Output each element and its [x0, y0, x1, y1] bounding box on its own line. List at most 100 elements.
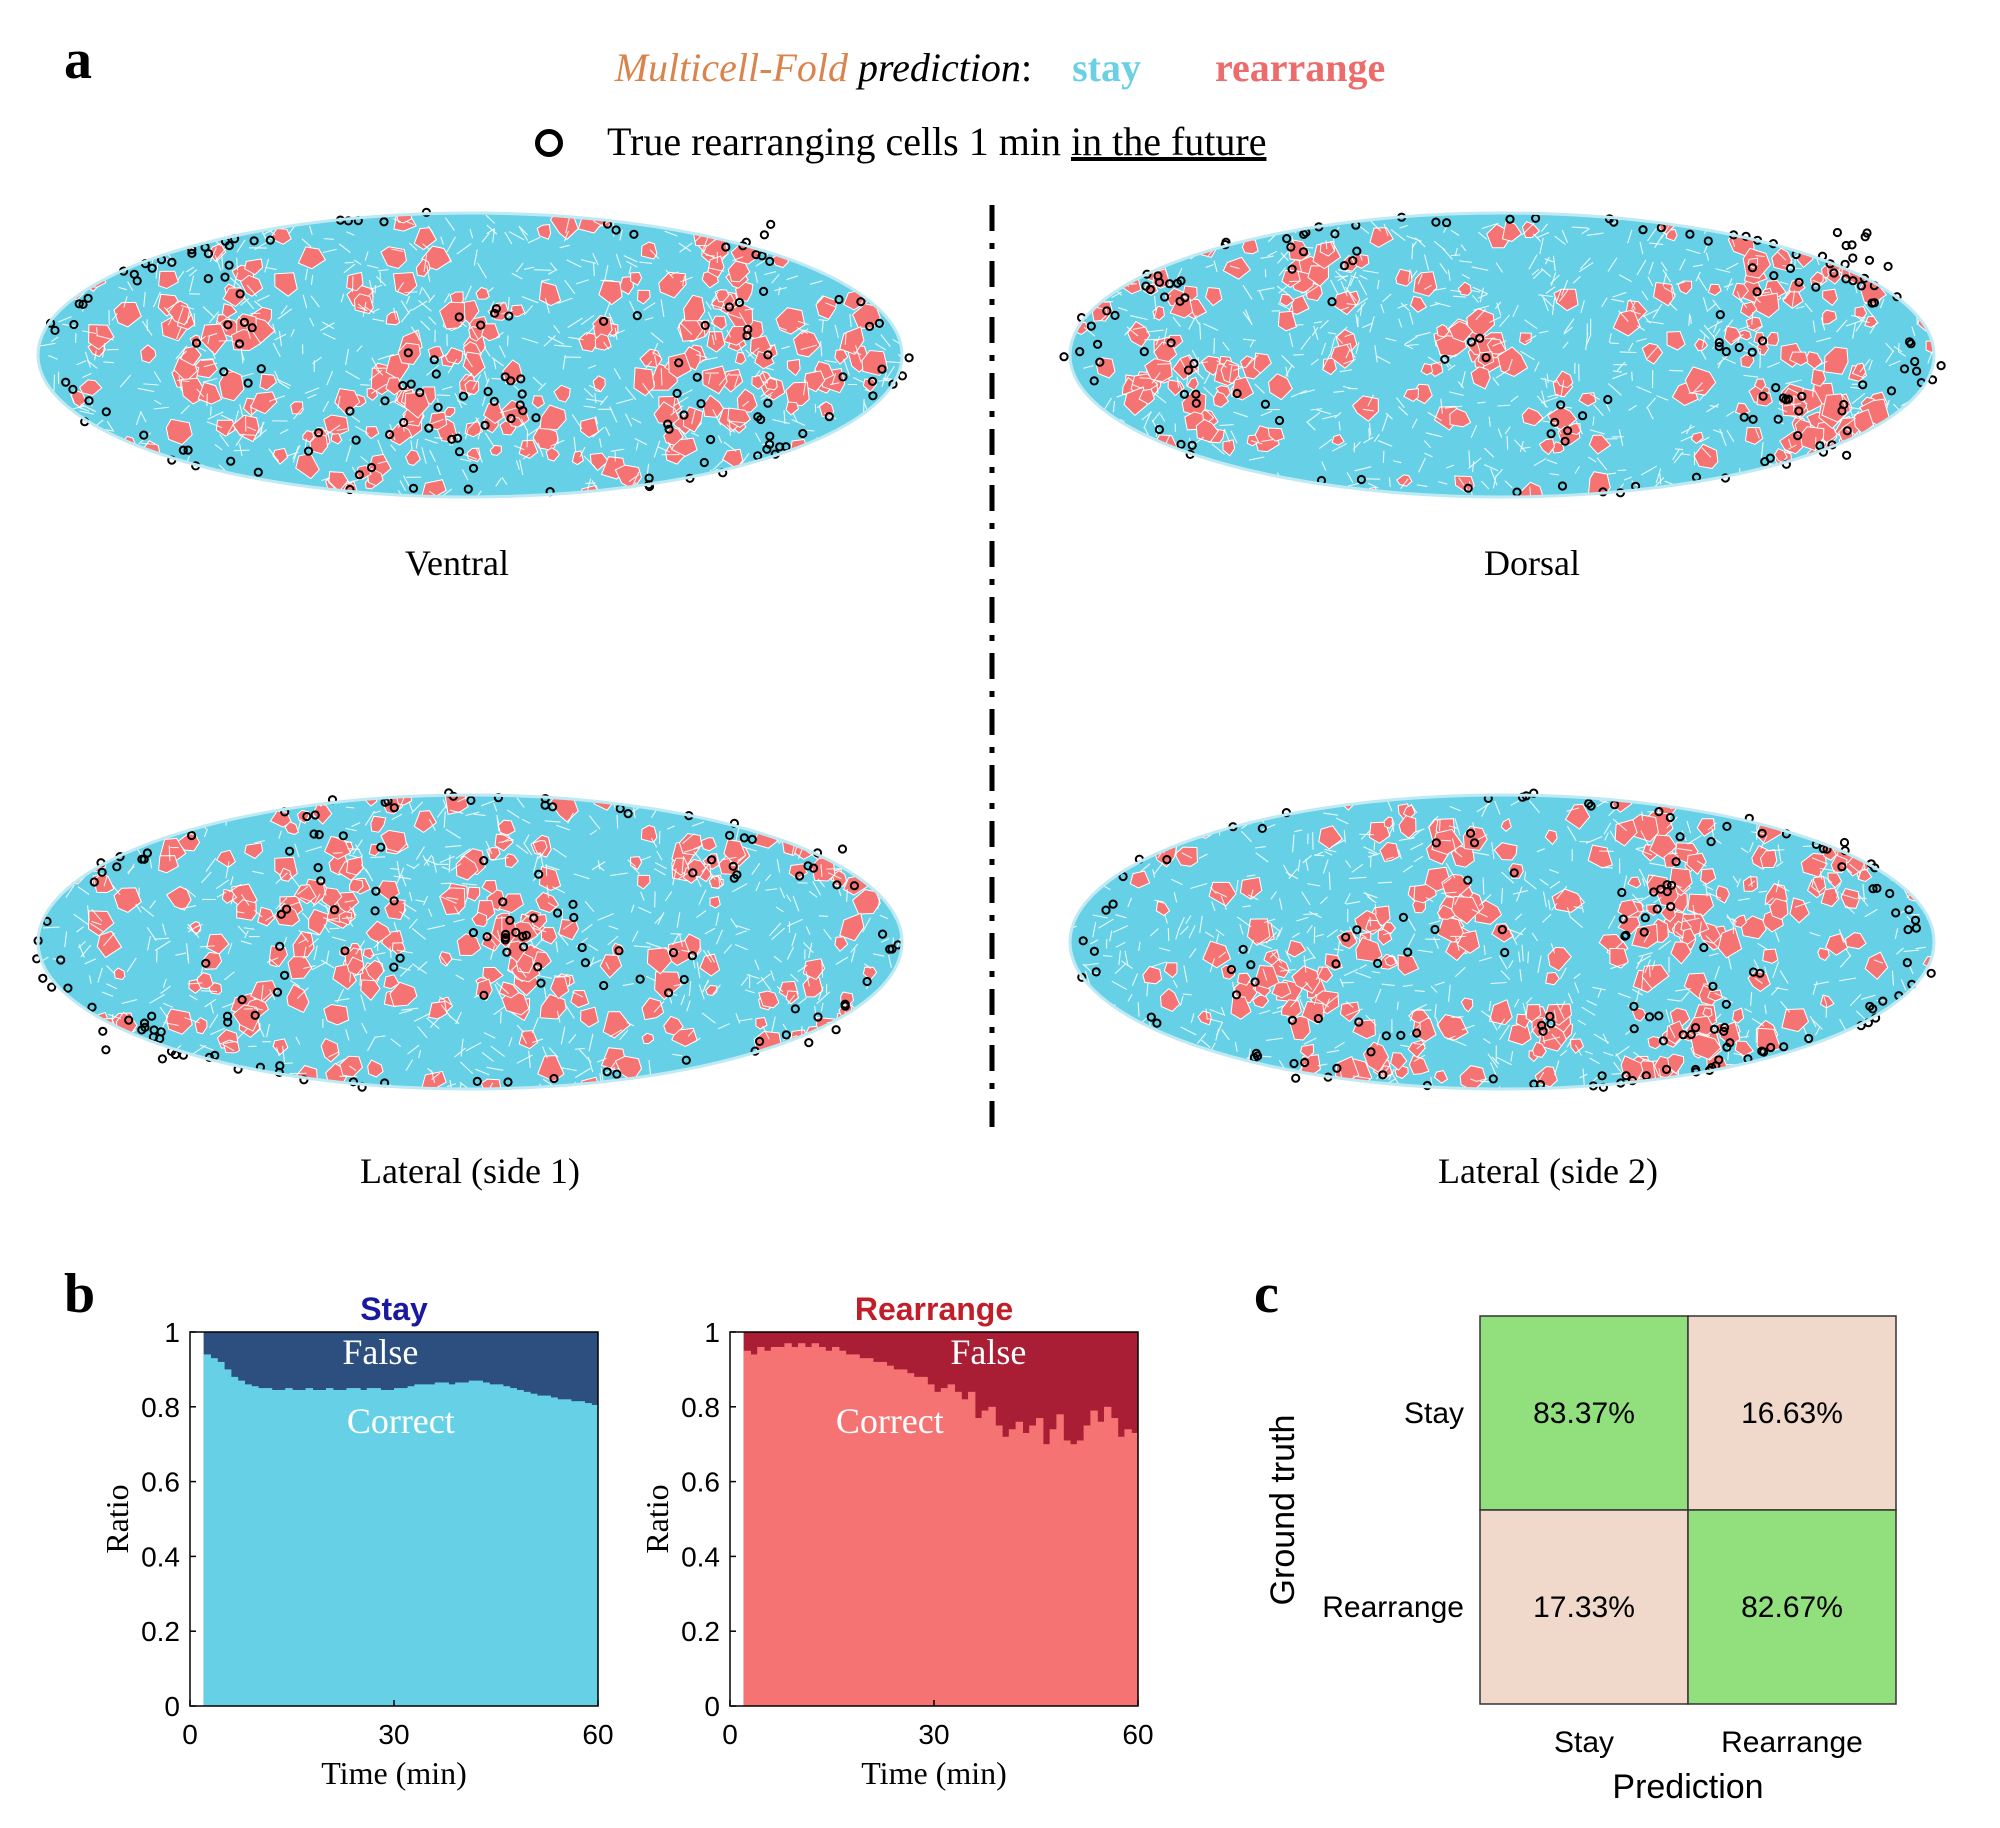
true-rearranging-cell-marker — [1870, 863, 1880, 873]
true-rearranging-cell-marker — [840, 999, 850, 1009]
cell-membrane — [275, 897, 288, 910]
correct-bar — [968, 1391, 976, 1706]
cell-membrane — [846, 1075, 854, 1087]
confusion-cell-rearrange-stay — [1479, 1509, 1689, 1705]
rearranging-cell — [792, 329, 821, 358]
cell-membrane — [1400, 478, 1409, 490]
cell-membrane — [1758, 890, 1768, 893]
cell-membrane — [367, 290, 375, 298]
cell-membrane — [495, 331, 504, 339]
cell-membrane — [1885, 342, 1895, 353]
cell-membrane — [61, 864, 74, 876]
cell-membrane — [1497, 1018, 1506, 1029]
cell-membrane — [825, 302, 836, 308]
cell-membrane — [399, 910, 411, 920]
true-rearranging-cell-marker — [887, 944, 897, 954]
cell-membrane — [103, 932, 115, 947]
y-tick-label: 0.2 — [681, 1616, 720, 1647]
cell-membrane — [1917, 423, 1933, 429]
cell-membrane — [711, 334, 715, 346]
cell-membrane — [1638, 952, 1653, 958]
cell-membrane — [589, 829, 598, 836]
cell-membrane — [264, 914, 275, 922]
cell-membrane — [1468, 457, 1482, 469]
cell-membrane — [1859, 358, 1871, 373]
cell-membrane — [1297, 859, 1301, 872]
true-rearranging-cell-marker — [47, 982, 57, 992]
cell-membrane — [137, 387, 155, 393]
cell-membrane — [486, 1066, 504, 1071]
cell-membrane — [790, 823, 796, 837]
cell-membrane — [237, 925, 247, 935]
cell-membrane — [1148, 213, 1167, 217]
cell-membrane — [67, 1059, 75, 1074]
cell-membrane — [1082, 406, 1096, 419]
correct-bar — [455, 1382, 463, 1706]
cell-membrane — [1549, 274, 1560, 285]
rearranging-cell — [1241, 238, 1259, 255]
cell-membrane — [449, 809, 464, 814]
cell-membrane — [1506, 435, 1509, 450]
legend-colon: : — [1020, 45, 1033, 90]
cell-membrane — [820, 864, 823, 877]
cell-membrane — [481, 396, 486, 406]
cell-membrane — [78, 944, 85, 958]
cell-membrane — [1593, 404, 1604, 416]
cell-membrane — [272, 323, 276, 334]
cell-membrane — [473, 813, 486, 816]
cell-membrane — [721, 856, 737, 861]
cell-membrane — [1425, 432, 1443, 438]
cell-membrane — [117, 221, 134, 230]
rearranging-cell — [1351, 395, 1379, 422]
circle-legend: True rearranging cells 1 min in the futu… — [535, 118, 1266, 165]
cell-membrane — [1368, 428, 1371, 441]
rearranging-cell — [52, 799, 67, 812]
cell-membrane — [1177, 379, 1185, 396]
cell-membrane — [653, 1085, 668, 1089]
cell-membrane — [1652, 303, 1663, 319]
cell-membrane — [1691, 382, 1703, 395]
cell-membrane — [529, 938, 535, 949]
cell-membrane — [1125, 1058, 1137, 1063]
cell-membrane — [1349, 271, 1357, 287]
cell-membrane — [463, 352, 473, 368]
cell-membrane — [292, 444, 301, 460]
cell-membrane — [1385, 856, 1394, 861]
false-area-label: False — [342, 1332, 418, 1372]
cell-membrane — [562, 355, 566, 370]
cell-membrane — [1270, 923, 1281, 932]
cell-membrane — [489, 300, 495, 309]
rearranging-cell — [93, 240, 109, 257]
rearranging-cell — [663, 1015, 684, 1036]
rearranging-cell — [1880, 230, 1901, 252]
true-rearranging-cell-marker — [1793, 431, 1803, 441]
cell-membrane — [521, 337, 539, 344]
cell-membrane — [792, 895, 800, 912]
cell-membrane — [1142, 1037, 1148, 1055]
rearranging-cell — [697, 795, 720, 815]
cell-membrane — [1147, 1052, 1165, 1061]
cell-membrane — [1322, 354, 1331, 369]
cell-membrane — [608, 312, 615, 326]
cell-membrane — [686, 1000, 691, 1012]
cell-membrane — [1442, 248, 1453, 260]
rearranging-cell — [1319, 241, 1336, 257]
rearranging-cell — [839, 912, 865, 942]
rearranging-cell — [53, 1037, 69, 1053]
true-rearranging-cell-marker — [1872, 883, 1882, 893]
cell-membrane — [604, 426, 611, 437]
rearranging-cell — [250, 391, 278, 415]
cell-membrane — [1392, 460, 1402, 464]
embryo-body — [1070, 795, 1934, 1089]
prediction-legend: Multicell-Fold prediction: stay rearrang… — [0, 44, 2000, 91]
cell-membrane — [826, 228, 840, 237]
true-rearranging-cell-marker — [888, 379, 898, 389]
cell-membrane — [1508, 960, 1514, 969]
cell-membrane — [1299, 389, 1315, 395]
cell-membrane — [879, 914, 889, 920]
rearranging-cell — [1500, 817, 1512, 832]
cell-membrane — [1816, 337, 1832, 343]
cell-membrane — [1172, 979, 1178, 988]
cell-membrane — [112, 884, 121, 896]
cell-membrane — [1302, 854, 1312, 864]
